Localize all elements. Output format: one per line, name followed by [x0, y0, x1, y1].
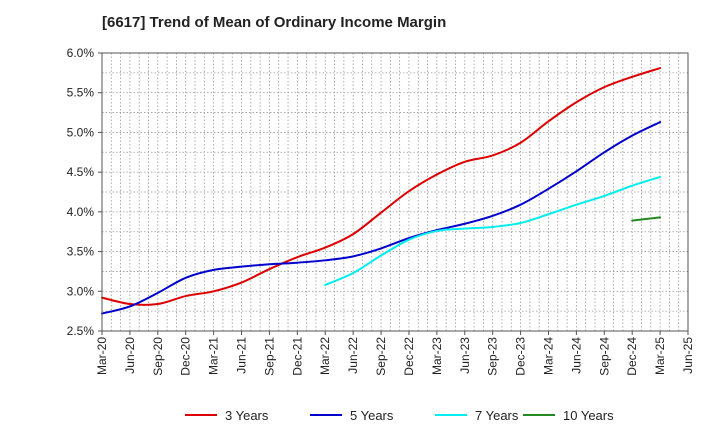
x-tick-label: Mar-20 — [95, 337, 109, 375]
series-line-7-years — [324, 175, 662, 286]
x-tick-label: Dec-22 — [402, 337, 416, 376]
legend: 3 Years 5 Years 7 Years 10 Years — [185, 408, 614, 423]
legend-label-5-years: 5 Years — [350, 408, 394, 423]
y-tick-label: 2.5% — [67, 324, 95, 338]
y-tick-label: 5.0% — [67, 125, 95, 139]
legend-label-7-years: 7 Years — [475, 408, 519, 423]
x-tick-label: Jun-21 — [235, 337, 249, 374]
x-tick-label: Dec-21 — [290, 337, 304, 376]
x-tick-label: Mar-22 — [318, 337, 332, 375]
x-tick-label: Mar-24 — [541, 337, 555, 375]
x-tick-label: Mar-25 — [653, 337, 667, 375]
y-tick-label: 5.5% — [67, 86, 95, 100]
x-tick-label: Sep-24 — [597, 337, 611, 376]
grid — [102, 53, 688, 331]
x-axis-ticks: Mar-20 Jun-20 Sep-20 Dec-20 Mar-21 Jun-21 Sep-… — [95, 331, 695, 376]
x-tick-label: Dec-24 — [625, 337, 639, 376]
x-tick-label: Sep-22 — [374, 337, 388, 376]
legend-label-10-years: 10 Years — [563, 408, 614, 423]
x-tick-label: Jun-24 — [569, 337, 583, 374]
y-tick-label: 4.0% — [67, 205, 95, 219]
series-line-5-years — [101, 121, 662, 315]
x-tick-label: Sep-20 — [151, 337, 165, 376]
plot-lines — [101, 67, 662, 315]
x-tick-label: Sep-23 — [486, 337, 500, 376]
y-axis-ticks: 2.5% 3.0% 3.5% 4.0% 4.5% 5.0% 5.5% 6.0% — [67, 46, 102, 338]
x-tick-label: Sep-21 — [262, 337, 276, 376]
x-tick-label: Jun-23 — [458, 337, 472, 374]
x-tick-label: Jun-20 — [123, 337, 137, 374]
y-tick-label: 6.0% — [67, 46, 95, 60]
x-tick-label: Dec-23 — [514, 337, 528, 376]
legend-label-3-years: 3 Years — [225, 408, 269, 423]
y-tick-label: 4.5% — [67, 165, 95, 179]
series-line-10-years — [631, 216, 662, 222]
chart-title: [6617] Trend of Mean of Ordinary Income … — [102, 14, 447, 31]
x-tick-label: Mar-23 — [430, 337, 444, 375]
x-tick-label: Mar-21 — [207, 337, 221, 375]
plot-frame — [101, 52, 689, 332]
y-tick-label: 3.5% — [67, 245, 95, 259]
y-tick-label: 3.0% — [67, 284, 95, 298]
x-tick-label: Jun-25 — [681, 337, 695, 374]
x-tick-label: Dec-20 — [179, 337, 193, 376]
series-line-3-years — [101, 67, 662, 306]
x-tick-label: Jun-22 — [346, 337, 360, 374]
